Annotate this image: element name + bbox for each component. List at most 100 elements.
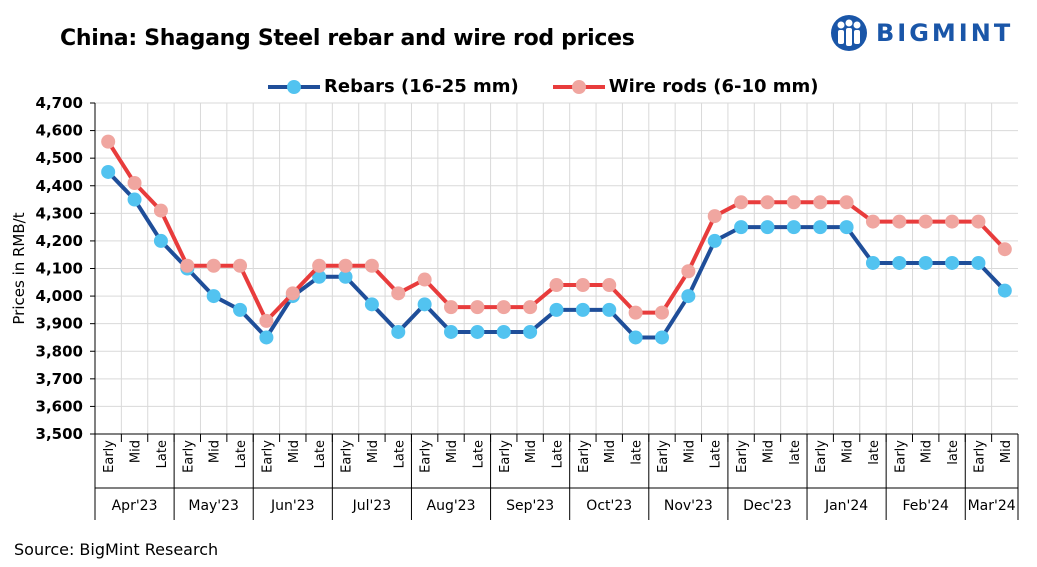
x-tick-label: Late xyxy=(709,440,724,468)
data-point-wire-rods xyxy=(945,214,960,229)
x-tick-label: Mid xyxy=(445,440,460,463)
data-point-rebars xyxy=(233,302,248,317)
data-point-rebars xyxy=(206,289,221,304)
data-point-wire-rods xyxy=(127,175,142,190)
x-tick-label: Late xyxy=(551,440,566,468)
logo-text: BIGMINT xyxy=(876,19,1014,47)
y-tick-label: 4,000 xyxy=(36,287,83,305)
x-tick-label: Early xyxy=(102,440,117,473)
data-point-wire-rods xyxy=(259,313,274,328)
x-tick-label: Late xyxy=(313,440,328,468)
data-point-rebars xyxy=(391,324,406,339)
x-tick-label: Early xyxy=(972,440,987,473)
data-point-wire-rods xyxy=(444,300,459,315)
data-point-rebars xyxy=(444,324,459,339)
data-point-wire-rods xyxy=(786,195,801,210)
y-tick-label: 4,700 xyxy=(36,94,83,112)
data-point-wire-rods xyxy=(971,214,986,229)
x-tick-label: late xyxy=(788,440,803,465)
data-point-rebars xyxy=(259,330,274,345)
x-group-label: Aug'23 xyxy=(427,498,476,514)
x-tick-label: Mid xyxy=(524,440,539,463)
x-tick-label: Early xyxy=(735,440,750,473)
data-point-wire-rods xyxy=(101,134,116,149)
x-group-label: Dec'23 xyxy=(743,498,792,514)
data-point-rebars xyxy=(892,255,907,270)
x-tick-label: Early xyxy=(656,440,671,473)
x-group-label: Nov'23 xyxy=(664,498,713,514)
x-tick-label: Mid xyxy=(208,440,223,463)
x-group-label: Jun'23 xyxy=(270,498,315,514)
data-point-wire-rods xyxy=(523,300,538,315)
data-point-rebars xyxy=(496,324,511,339)
y-tick-label: 3,800 xyxy=(36,342,83,360)
data-point-rebars xyxy=(865,255,880,270)
x-tick-label: Early xyxy=(577,440,592,473)
x-tick-label: Late xyxy=(234,440,249,468)
x-group-label: Jul'23 xyxy=(352,498,392,514)
y-tick-label: 3,500 xyxy=(36,425,83,443)
x-group-label: May'23 xyxy=(188,498,239,514)
x-tick-label: Mid xyxy=(603,440,618,463)
y-tick-label: 4,400 xyxy=(36,177,83,195)
data-point-rebars xyxy=(628,330,643,345)
legend-marker-rebars xyxy=(268,79,320,94)
data-point-rebars xyxy=(602,302,617,317)
legend-label-rebars: Rebars (16-25 mm) xyxy=(324,76,519,97)
x-group-label: Oct'23 xyxy=(586,498,632,514)
x-group-label: Mar'24 xyxy=(968,498,1016,514)
x-tick-label: Late xyxy=(471,440,486,468)
data-point-rebars xyxy=(549,302,564,317)
bigmint-logo: BIGMINT xyxy=(830,14,1013,52)
y-axis-label: Prices in RMB/t xyxy=(10,212,28,324)
x-tick-label: Mid xyxy=(129,440,144,463)
data-point-rebars xyxy=(813,220,828,235)
x-tick-label: Early xyxy=(419,440,434,473)
x-tick-label: Mid xyxy=(682,440,697,463)
data-point-wire-rods xyxy=(628,305,643,320)
data-point-wire-rods xyxy=(997,242,1012,257)
x-tick-label: Early xyxy=(814,440,829,473)
x-tick-label: Mid xyxy=(287,440,302,463)
data-point-rebars xyxy=(997,283,1012,298)
x-group-label: Feb'24 xyxy=(902,498,949,514)
x-tick-label: Mid xyxy=(920,440,935,463)
data-point-rebars xyxy=(523,324,538,339)
x-tick-label: Early xyxy=(260,440,275,473)
data-point-wire-rods xyxy=(839,195,854,210)
data-point-wire-rods xyxy=(285,286,300,301)
x-tick-label: Early xyxy=(181,440,196,473)
data-point-rebars xyxy=(153,233,168,248)
x-group-label: Apr'23 xyxy=(112,498,158,514)
x-tick-label: Early xyxy=(340,440,355,473)
x-tick-label: Late xyxy=(392,440,407,468)
x-tick-label: Mid xyxy=(761,440,776,463)
x-tick-label: Mid xyxy=(366,440,381,463)
legend-item-rebars: Rebars (16-25 mm) xyxy=(266,76,519,97)
data-point-rebars xyxy=(681,289,696,304)
data-point-rebars xyxy=(654,330,669,345)
data-point-wire-rods xyxy=(312,258,327,273)
data-point-wire-rods xyxy=(549,278,564,293)
x-tick-label: late xyxy=(630,440,645,465)
x-tick-label: late xyxy=(867,440,882,465)
data-point-wire-rods xyxy=(654,305,669,320)
data-point-wire-rods xyxy=(233,258,248,273)
data-point-rebars xyxy=(707,233,722,248)
data-point-rebars xyxy=(417,297,432,312)
data-point-wire-rods xyxy=(760,195,775,210)
y-tick-label: 4,200 xyxy=(36,232,83,250)
y-tick-label: 4,100 xyxy=(36,260,83,278)
x-group-label: Sep'23 xyxy=(506,498,554,514)
y-tick-label: 4,300 xyxy=(36,204,83,222)
source-note: Source: BigMint Research xyxy=(14,540,219,559)
data-point-wire-rods xyxy=(575,278,590,293)
x-tick-label: Early xyxy=(893,440,908,473)
y-tick-label: 4,500 xyxy=(36,149,83,167)
data-point-rebars xyxy=(470,324,485,339)
data-point-rebars xyxy=(839,220,854,235)
data-point-wire-rods xyxy=(496,300,511,315)
data-point-wire-rods xyxy=(892,214,907,229)
data-point-rebars xyxy=(918,255,933,270)
